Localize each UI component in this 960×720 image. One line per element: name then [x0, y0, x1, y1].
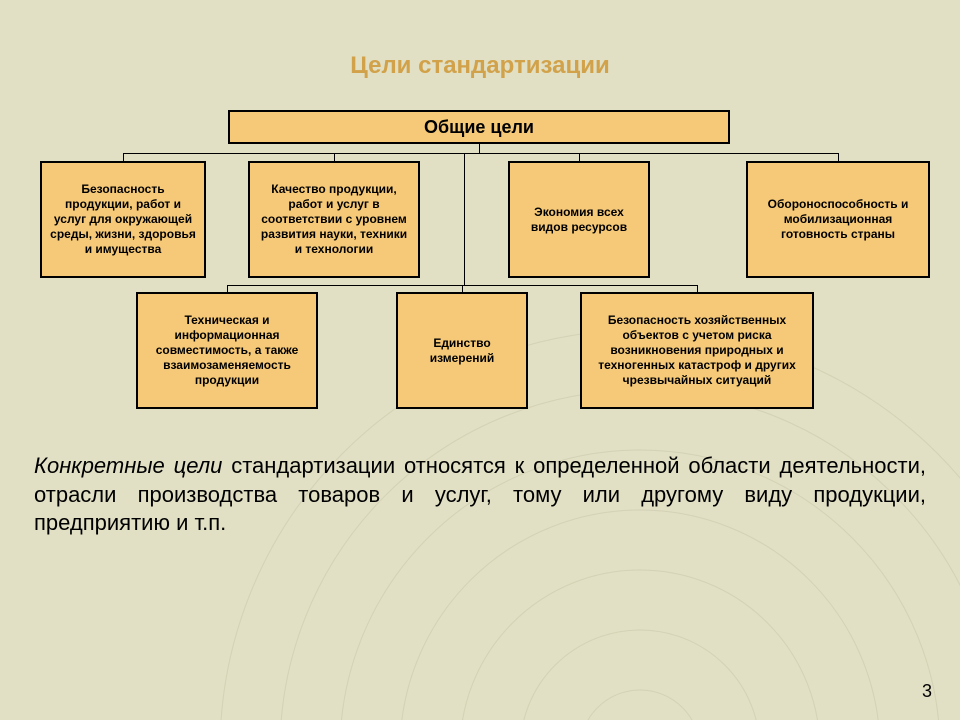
row2-box-2: Безопасность хозяйственных объектов с уч…: [580, 292, 814, 409]
connector: [123, 153, 124, 161]
connector: [464, 153, 465, 285]
slide: Цели стандартизации Общие цели Безопаснос…: [0, 0, 960, 720]
row2-box-0: Техническая и информационная совместимос…: [136, 292, 318, 409]
connector: [123, 153, 839, 154]
root-box: Общие цели: [228, 110, 730, 144]
connector: [462, 285, 463, 292]
description-italic: Конкретные цели: [34, 453, 222, 478]
row1-box-1: Качество продукции, работ и услуг в соот…: [248, 161, 420, 278]
connector: [697, 285, 698, 292]
row1-box-3: Обороноспособность и мобилизационная гот…: [746, 161, 930, 278]
row2-box-1: Единство измерений: [396, 292, 528, 409]
slide-title: Цели стандартизации: [0, 52, 960, 80]
connector: [838, 153, 839, 161]
description-text: Конкретные цели стандартизации относятся…: [34, 452, 926, 538]
connector: [334, 153, 335, 161]
connector: [227, 285, 228, 292]
connector: [579, 153, 580, 161]
row1-box-2: Экономия всех видов ресурсов: [508, 161, 650, 278]
row1-box-0: Безопасность продукции, работ и услуг дл…: [40, 161, 206, 278]
page-number: 3: [922, 681, 932, 702]
connector: [479, 144, 480, 153]
